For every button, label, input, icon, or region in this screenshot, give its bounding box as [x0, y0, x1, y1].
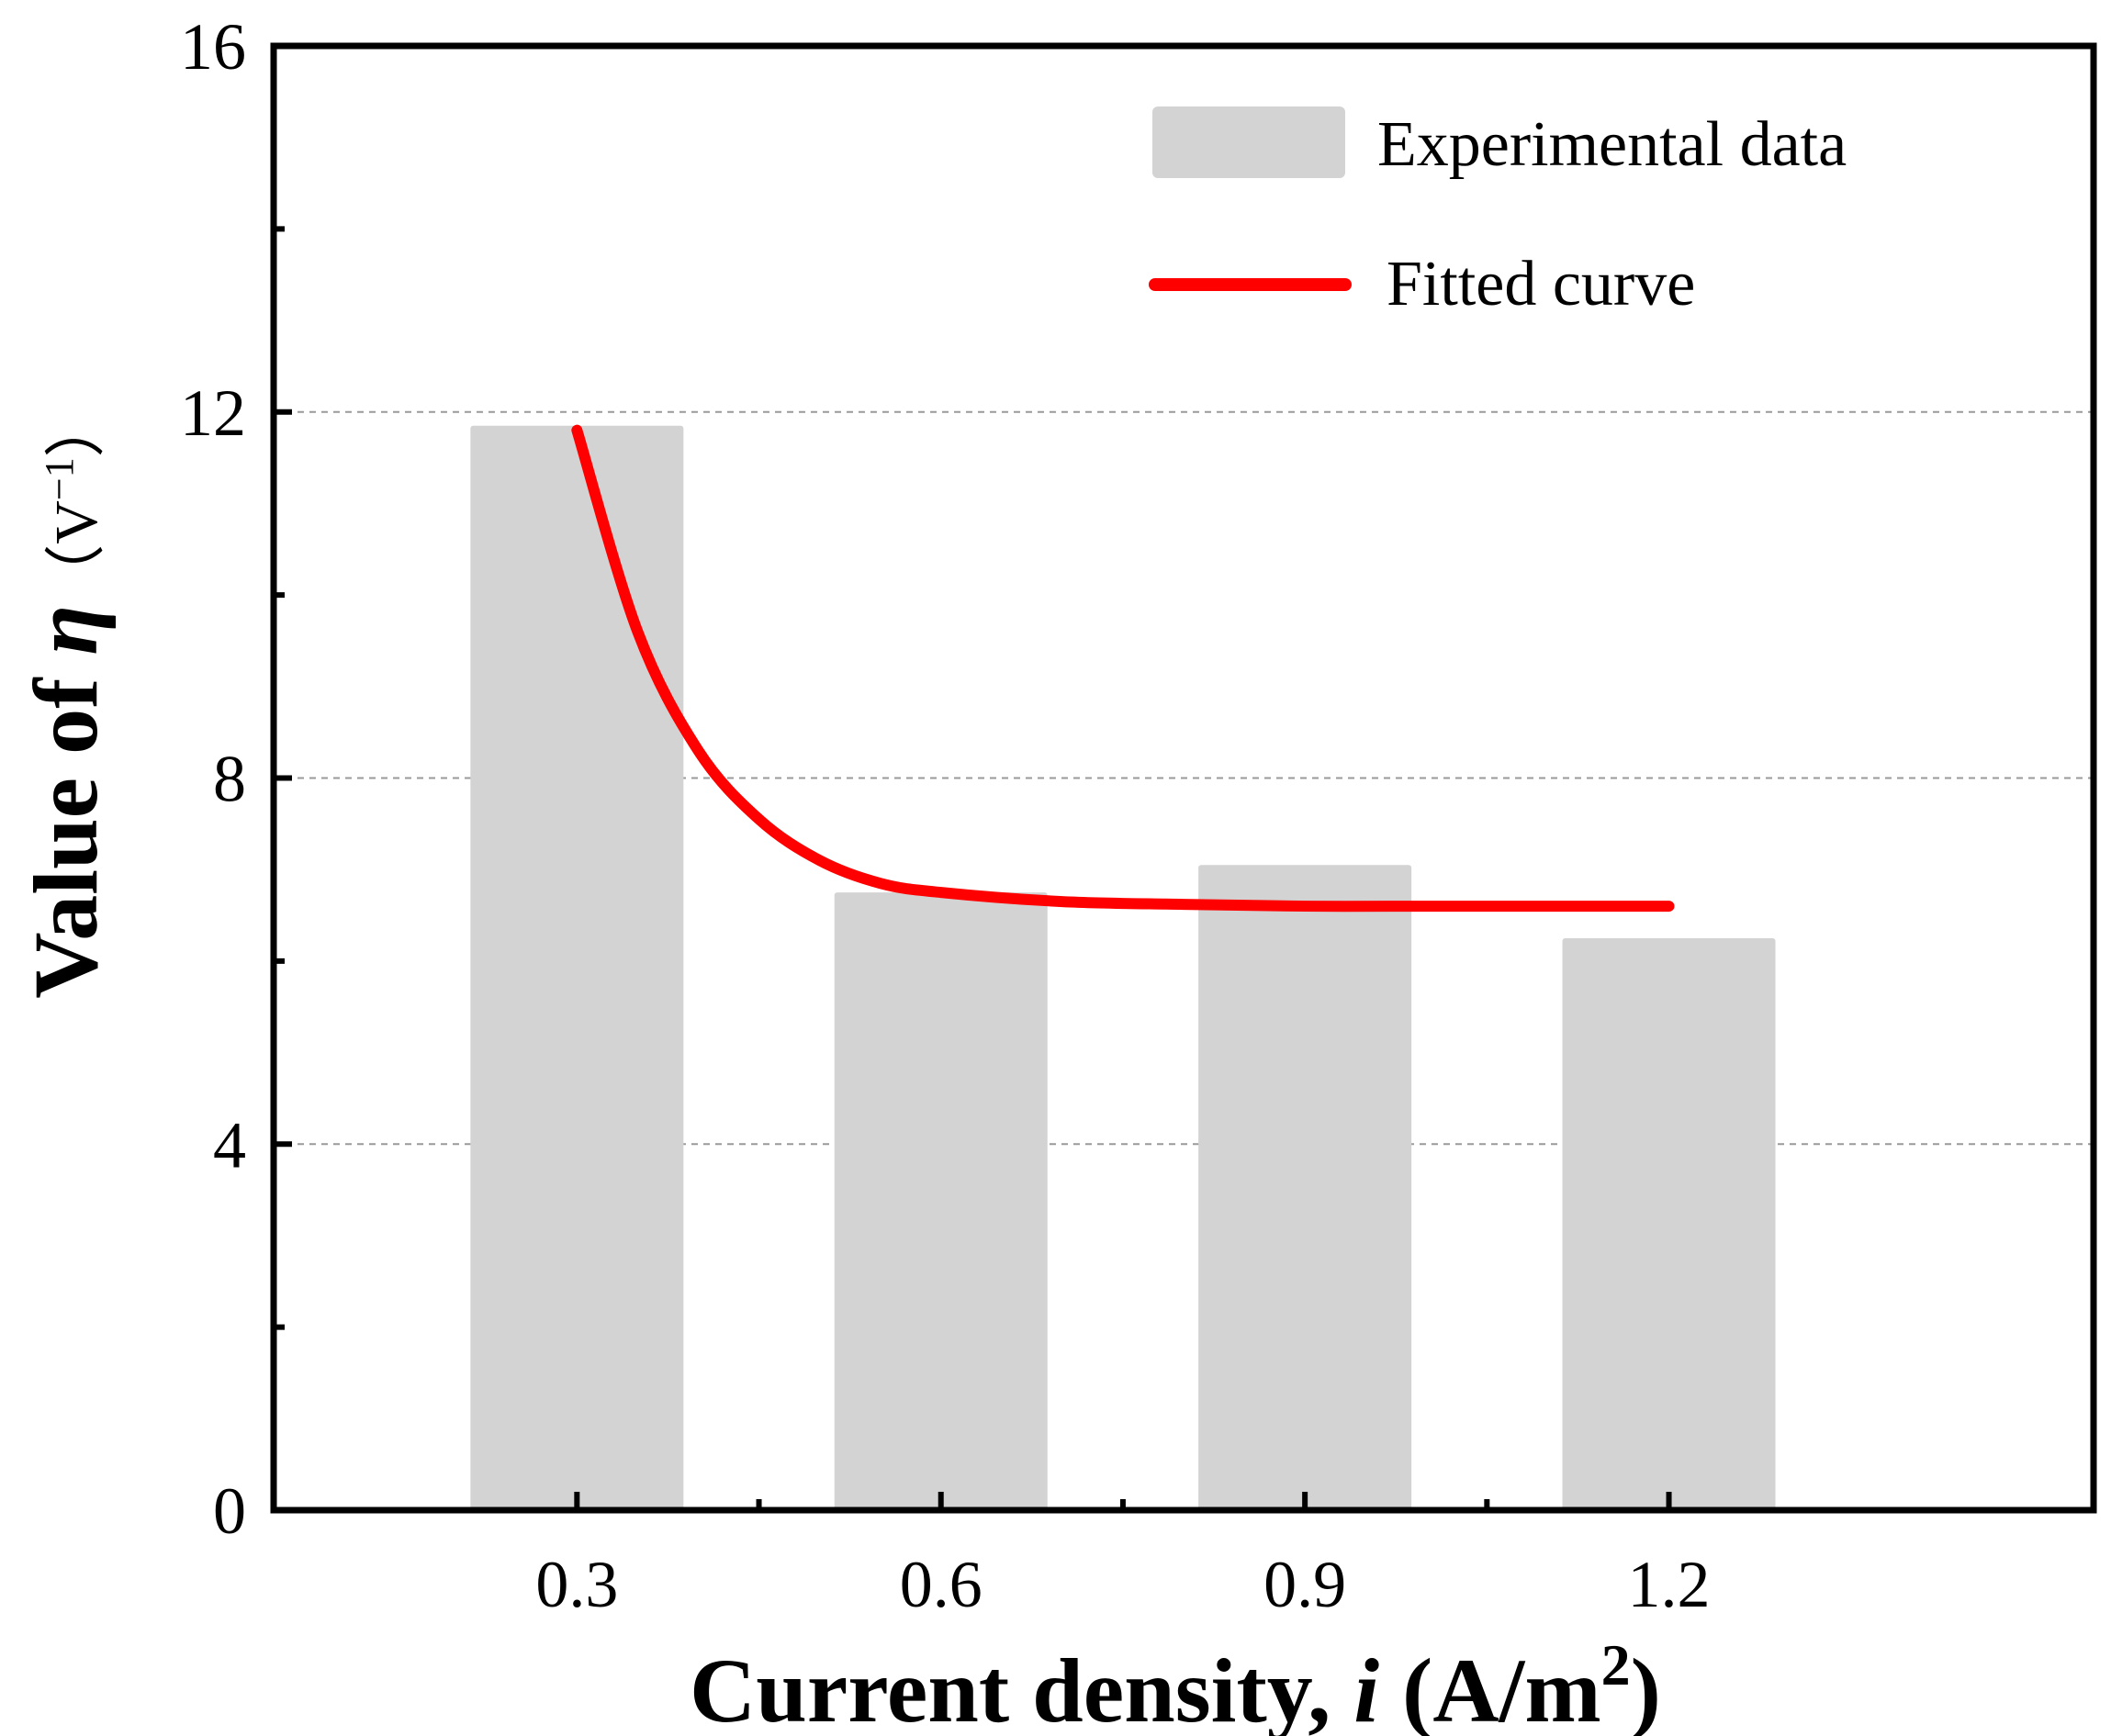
x-tick-label-0.3: 0.3	[535, 1548, 618, 1621]
fitted-curve-line	[571, 424, 1675, 913]
legend-bar-swatch	[1152, 106, 1345, 178]
legend-label-fitted: Fitted curve	[1387, 249, 1695, 319]
bar-0.3	[470, 425, 684, 1510]
x-tick-label-0.9: 0.9	[1263, 1548, 1346, 1621]
x-axis-title: Current density, i (A/m2)	[690, 1632, 1661, 1736]
y-tick-labels: 0 4 8 12 16	[180, 10, 246, 1548]
y-tick-label-12: 12	[180, 376, 246, 450]
axis-ticks	[274, 43, 1672, 1513]
y-axis-title: Value of η（V−1）	[15, 397, 117, 999]
x-tick-labels: 0.3 0.6 0.9 1.2	[535, 1548, 1710, 1621]
bar-0.6	[834, 892, 1048, 1510]
y-tick-label-0: 0	[213, 1474, 246, 1548]
legend: Experimental data Fitted curve	[1149, 106, 1847, 319]
bar-series	[470, 425, 1776, 1510]
y-tick-label-8: 8	[213, 743, 246, 816]
fitted-curve-series	[571, 424, 1675, 913]
legend-label-experimental: Experimental data	[1377, 109, 1847, 180]
bar-1.2	[1562, 937, 1776, 1510]
x-tick-label-0.6: 0.6	[900, 1548, 983, 1621]
x-tick-label-1.2: 1.2	[1628, 1548, 1711, 1621]
bar-0.9	[1198, 865, 1412, 1510]
y-tick-label-16: 16	[180, 10, 246, 84]
y-tick-label-4: 4	[213, 1108, 246, 1182]
